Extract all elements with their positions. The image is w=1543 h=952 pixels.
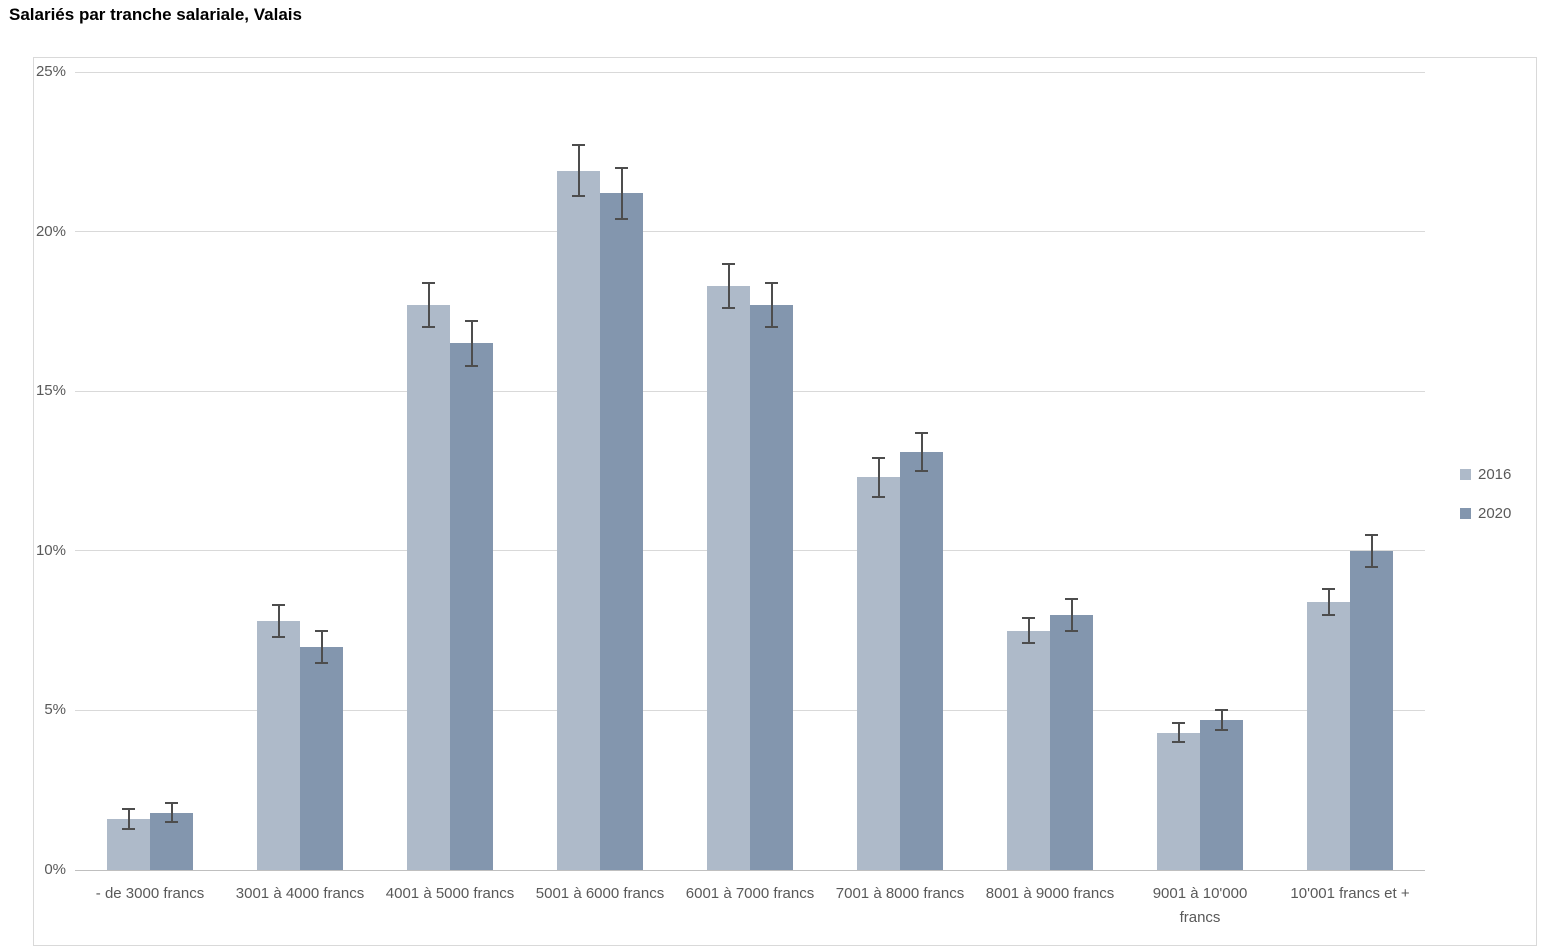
error-bar — [620, 167, 623, 219]
x-axis-line — [75, 869, 1425, 871]
error-bar-cap — [872, 495, 885, 498]
error-bar-cap — [1365, 565, 1378, 568]
bar-2020 — [300, 646, 343, 870]
error-bar — [1027, 617, 1030, 644]
error-bar — [877, 458, 880, 497]
x-category-label: 3001 à 4000 francs — [235, 885, 365, 902]
error-bar — [1177, 723, 1180, 743]
error-bar-cap — [1022, 642, 1035, 645]
gridline — [75, 71, 1425, 73]
error-bar-cap — [165, 801, 178, 804]
bar-2016 — [857, 477, 900, 870]
x-category-label: 7001 à 8000 francs — [835, 885, 965, 902]
x-category-label: 8001 à 9000 francs — [985, 885, 1115, 902]
y-tick-label: 15% — [35, 382, 66, 400]
error-bar-cap — [765, 326, 778, 329]
bar-2016 — [1157, 732, 1200, 870]
x-category-label: 5001 à 6000 francs — [535, 885, 665, 902]
error-bar — [320, 630, 323, 663]
legend-item-2016: 2016 — [1460, 466, 1511, 483]
y-tick-label: 25% — [35, 63, 66, 80]
legend-item-2020: 2020 — [1460, 505, 1511, 522]
error-bar-cap — [1322, 588, 1335, 591]
bar-2016 — [1307, 601, 1350, 870]
error-bar — [1370, 534, 1373, 567]
error-bar-cap — [1172, 741, 1185, 744]
y-tick-label: 0% — [44, 861, 66, 878]
error-bar — [1220, 710, 1223, 730]
error-bar — [170, 802, 173, 823]
error-bar-cap — [722, 262, 735, 265]
error-bar-cap — [315, 629, 328, 632]
error-bar-cap — [1215, 709, 1228, 712]
bar-2016 — [1007, 630, 1050, 870]
error-bar-cap — [465, 319, 478, 322]
bar-2020 — [900, 451, 943, 870]
bar-2020 — [1050, 614, 1093, 870]
bar-2016 — [257, 621, 300, 870]
bar-2016 — [407, 305, 450, 870]
error-bar-cap — [465, 364, 478, 367]
x-category-label: 4001 à 5000 francs — [385, 885, 515, 902]
error-bar-cap — [165, 821, 178, 824]
bar-2016 — [557, 170, 600, 870]
error-bar-cap — [272, 635, 285, 638]
bar-2020 — [1200, 719, 1243, 870]
error-bar — [577, 145, 580, 197]
error-bar-cap — [1065, 597, 1078, 600]
chart-title: Salariés par tranche salariale, Valais — [9, 5, 302, 24]
bar-2020 — [600, 193, 643, 870]
y-tick-label: 10% — [35, 541, 66, 559]
error-bar — [920, 432, 923, 471]
error-bar-cap — [1322, 613, 1335, 616]
error-bar-cap — [572, 195, 585, 198]
error-bar-cap — [572, 144, 585, 147]
error-bar-cap — [615, 217, 628, 220]
chart-legend: 2016 2020 — [1460, 466, 1511, 544]
error-bar — [1070, 598, 1073, 631]
x-category-label: - de 3000 francs — [95, 885, 205, 902]
gridline — [75, 231, 1425, 233]
error-bar-cap — [1065, 629, 1078, 632]
error-bar — [277, 605, 280, 637]
error-bar-cap — [122, 827, 135, 830]
error-bar-cap — [915, 470, 928, 472]
error-bar-cap — [915, 431, 928, 434]
legend-label: 2020 — [1478, 505, 1512, 522]
error-bar — [427, 282, 430, 328]
y-tick-label: 20% — [35, 222, 66, 240]
error-bar-cap — [122, 808, 135, 811]
error-bar-cap — [422, 281, 435, 284]
x-category-label: 6001 à 7000 francs — [685, 885, 815, 902]
legend-label: 2016 — [1478, 466, 1512, 483]
error-bar — [470, 320, 473, 366]
error-bar-cap — [1172, 722, 1185, 725]
error-bar — [127, 809, 130, 829]
bar-2020 — [1350, 550, 1393, 870]
error-bar-cap — [272, 604, 285, 607]
bar-2016 — [707, 285, 750, 870]
error-bar-cap — [765, 281, 778, 284]
error-bar — [1327, 589, 1330, 615]
error-bar-cap — [315, 661, 328, 664]
error-bar-cap — [722, 307, 735, 310]
error-bar — [770, 282, 773, 328]
bar-2020 — [450, 343, 493, 870]
y-tick-label: 5% — [44, 701, 66, 719]
x-category-label: 9001 à 10'000 francs — [1152, 885, 1248, 926]
error-bar-cap — [1022, 616, 1035, 619]
error-bar — [727, 263, 730, 309]
error-bar-cap — [1365, 533, 1378, 536]
legend-swatch-icon — [1460, 469, 1471, 480]
x-category-label: 10'001 francs et + — [1290, 885, 1410, 902]
error-bar-cap — [1215, 728, 1228, 731]
error-bar-cap — [872, 457, 885, 460]
bar-2020 — [750, 305, 793, 870]
error-bar-cap — [615, 166, 628, 169]
error-bar-cap — [422, 326, 435, 329]
legend-swatch-icon — [1460, 508, 1471, 519]
